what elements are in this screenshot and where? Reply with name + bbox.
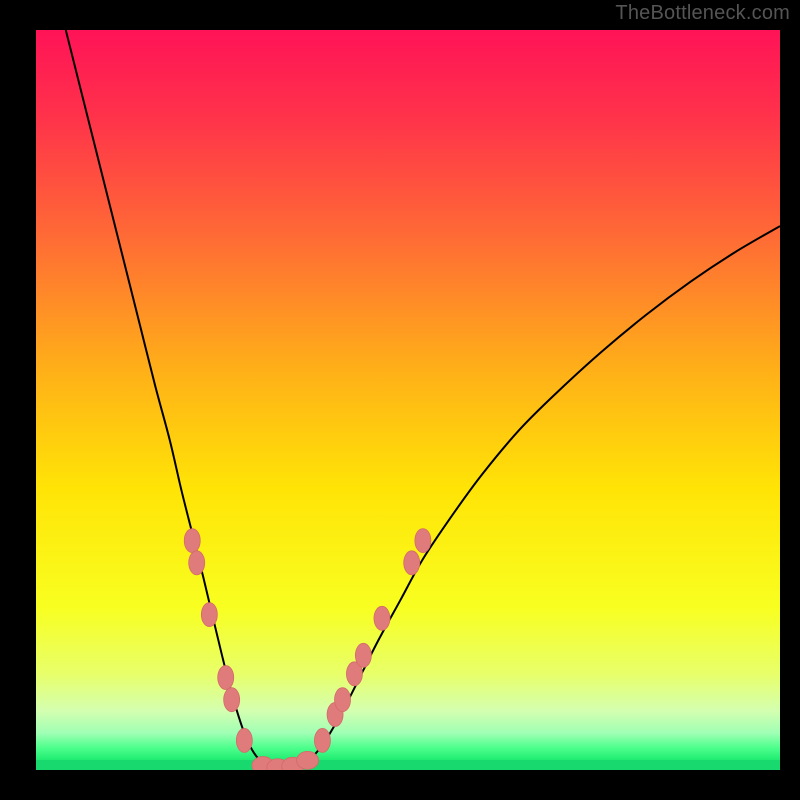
watermark-label: TheBottleneck.com xyxy=(615,2,790,25)
plot-area xyxy=(36,30,780,770)
chart-frame: TheBottleneck.com xyxy=(0,0,800,800)
gradient-background xyxy=(36,30,780,770)
bottom-green-strip xyxy=(36,760,780,770)
